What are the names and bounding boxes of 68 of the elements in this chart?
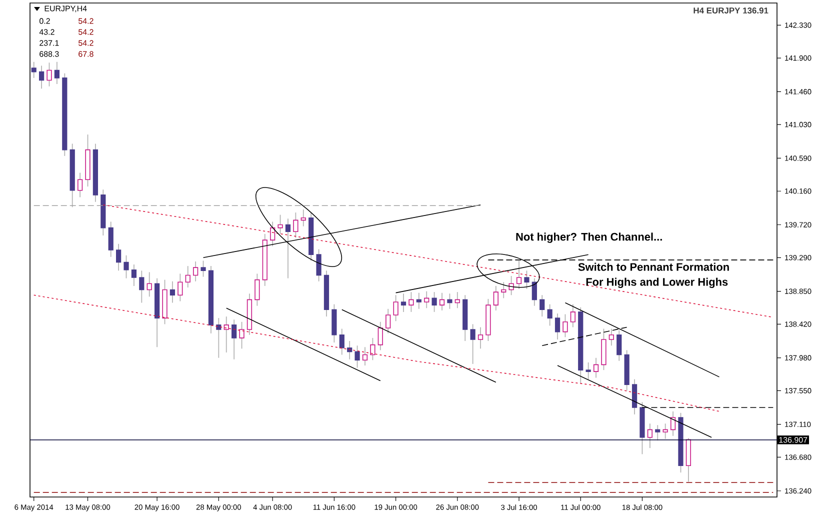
candlestick [38, 65, 44, 90]
candlestick [108, 221, 114, 258]
chart-title: H4 EURJPY 136.91 [694, 8, 768, 14]
candlestick [316, 248, 322, 282]
candlestick [562, 314, 568, 338]
candlestick [478, 326, 484, 350]
annotation: For Highs and Lower Highs [586, 278, 728, 288]
candlestick [270, 221, 276, 247]
candlestick [254, 273, 260, 306]
candlestick [185, 266, 190, 288]
candlestick [300, 209, 306, 227]
candlestick [216, 318, 222, 358]
candlestick [532, 278, 537, 306]
candlestick [439, 292, 445, 311]
candlestick [239, 321, 244, 350]
candlestick [46, 62, 52, 87]
candlestick [547, 304, 552, 326]
candlestick [470, 324, 476, 364]
candlestick [339, 328, 344, 356]
candlestick [662, 423, 668, 440]
candlestick [570, 304, 576, 328]
candlestick [354, 345, 360, 368]
candlestick [432, 292, 437, 312]
candlestick [616, 330, 622, 362]
candlestick [139, 270, 144, 304]
candlestick [178, 273, 183, 302]
candlestick [386, 308, 391, 334]
candlestick [501, 282, 506, 299]
candlestick [232, 319, 237, 360]
candlestick [647, 423, 652, 449]
candlestick [278, 214, 283, 234]
line-series [33, 294, 720, 412]
candlestick [493, 285, 498, 311]
candlestick [593, 357, 599, 378]
candlestick [632, 378, 638, 415]
annotation: Switch to Pennant Formation [578, 262, 729, 271]
candlestick [170, 280, 176, 304]
candlestick [200, 260, 206, 278]
candlestick [400, 293, 406, 312]
candlestick [124, 254, 129, 279]
candlestick [116, 243, 122, 272]
candlestick [424, 290, 430, 309]
candlestick [146, 272, 152, 298]
candlestick [516, 260, 522, 290]
candlestick [655, 424, 660, 441]
candlestick [285, 218, 291, 279]
candlestick [586, 362, 591, 380]
candlestick [447, 293, 452, 310]
candlestick [608, 328, 614, 346]
candlestick [670, 410, 676, 436]
candlestick [78, 172, 83, 198]
candlestick [416, 292, 422, 310]
candlestick [293, 212, 298, 238]
candlestick [31, 61, 36, 78]
candlestick [454, 292, 460, 309]
candlestick [540, 294, 545, 317]
annotation: Not higher? Then Channel... [516, 232, 662, 243]
candlestick [370, 337, 376, 361]
candlestick [554, 313, 560, 340]
candlestick [193, 261, 198, 282]
candlestick [524, 270, 530, 290]
candlestick [408, 292, 414, 312]
candlestick [362, 346, 368, 366]
candlestick [131, 264, 137, 286]
candlestick [393, 294, 398, 322]
candlestick [378, 321, 383, 351]
candlestick [224, 316, 229, 353]
candlestick [54, 61, 60, 84]
